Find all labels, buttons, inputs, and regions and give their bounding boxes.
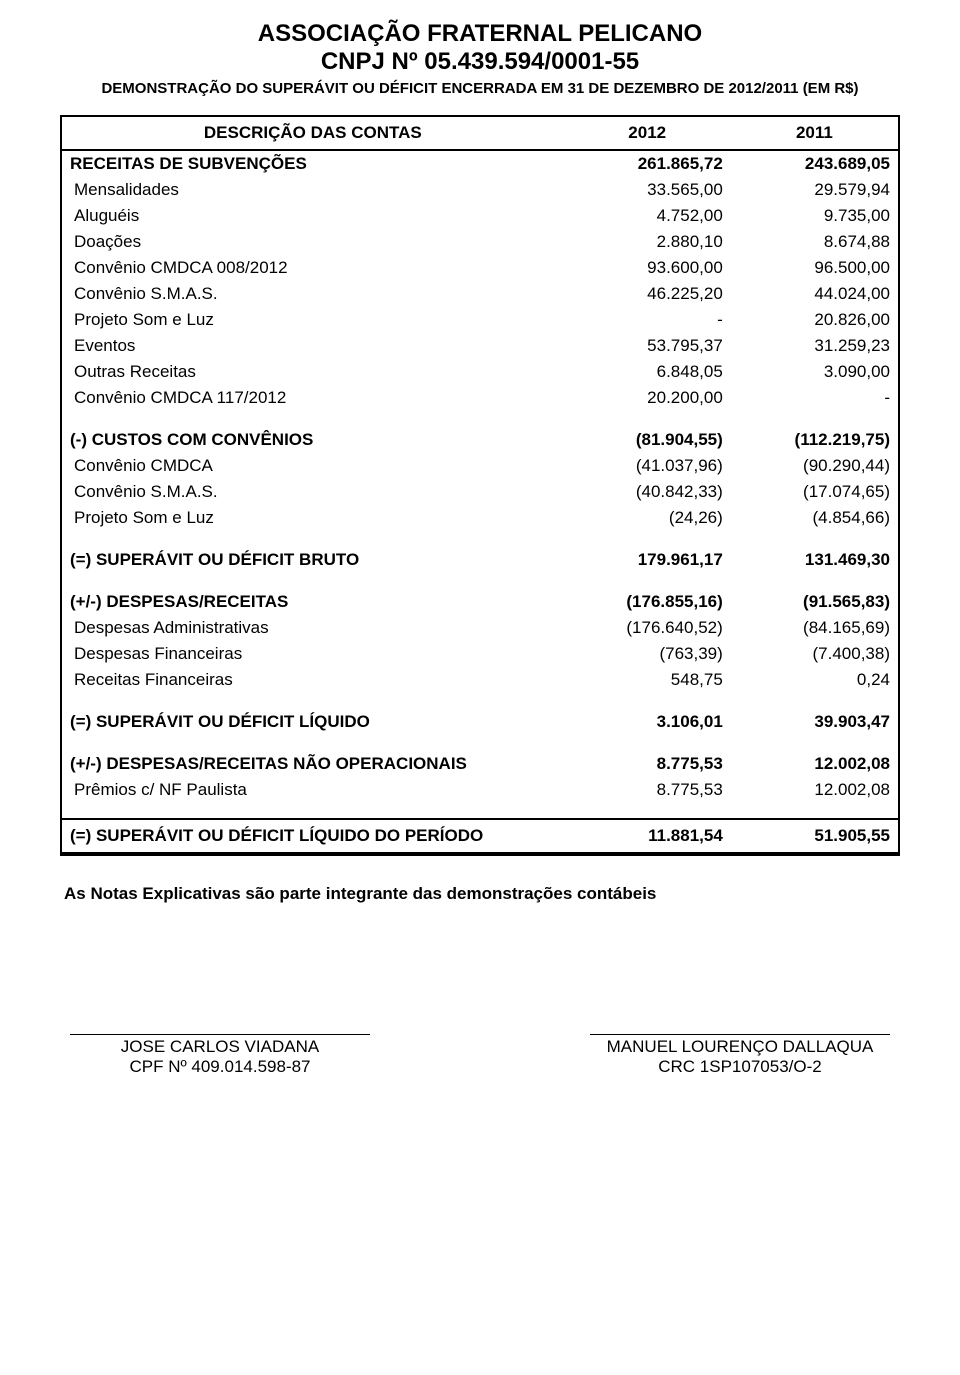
desprec-header: (+/-) DESPESAS/RECEITAS (176.855,16) (91… [62, 589, 898, 615]
signer-id: CRC 1SP107053/O-2 [590, 1057, 890, 1077]
signer-name: JOSE CARLOS VIADANA [70, 1037, 370, 1057]
table-row: Despesas Administrativas(176.640,52)(84.… [62, 615, 898, 641]
signature-line [70, 1034, 370, 1035]
financial-table: DESCRIÇÃO DAS CONTAS 2012 2011 RECEITAS … [60, 115, 900, 856]
signature-line [590, 1034, 890, 1035]
signer-name: MANUEL LOURENÇO DALLAQUA [590, 1037, 890, 1057]
table-header-row: DESCRIÇÃO DAS CONTAS 2012 2011 [62, 117, 898, 150]
table-row: Convênio CMDCA 117/201220.200,00- [62, 385, 898, 411]
table-row: Aluguéis4.752,009.735,00 [62, 203, 898, 229]
table-row: Convênio S.M.A.S.(40.842,33)(17.074,65) [62, 479, 898, 505]
cnpj-number: CNPJ Nº 05.439.594/0001-55 [60, 48, 900, 76]
signatures: JOSE CARLOS VIADANA CPF Nº 409.014.598-8… [60, 1034, 900, 1087]
table-row: Doações2.880,108.674,88 [62, 229, 898, 255]
table-row: Projeto Som e Luz(24,26)(4.854,66) [62, 505, 898, 531]
final-row: (=) SUPERÁVIT OU DÉFICIT LÍQUIDO DO PERÍ… [62, 819, 898, 853]
custos-header: (-) CUSTOS COM CONVÊNIOS (81.904,55) (11… [62, 427, 898, 453]
bruto-row: (=) SUPERÁVIT OU DÉFICIT BRUTO 179.961,1… [62, 547, 898, 573]
liquido-row: (=) SUPERÁVIT OU DÉFICIT LÍQUIDO 3.106,0… [62, 709, 898, 735]
signer-id: CPF Nº 409.014.598-87 [70, 1057, 370, 1077]
table-row: Eventos53.795,3731.259,23 [62, 333, 898, 359]
signature-right: MANUEL LOURENÇO DALLAQUA CRC 1SP107053/O… [590, 1034, 890, 1077]
header-year-2: 2011 [731, 117, 898, 150]
org-name: ASSOCIAÇÃO FRATERNAL PELICANO [60, 20, 900, 48]
document-header: ASSOCIAÇÃO FRATERNAL PELICANO CNPJ Nº 05… [60, 20, 900, 97]
table-row: Projeto Som e Luz-20.826,00 [62, 307, 898, 333]
table-row: Outras Receitas6.848,053.090,00 [62, 359, 898, 385]
table-row: Prêmios c/ NF Paulista8.775,5312.002,08 [62, 777, 898, 803]
signature-left: JOSE CARLOS VIADANA CPF Nº 409.014.598-8… [70, 1034, 370, 1077]
table-row: Convênio CMDCA(41.037,96)(90.290,44) [62, 453, 898, 479]
header-desc: DESCRIÇÃO DAS CONTAS [62, 117, 564, 150]
document-subtitle: DEMONSTRAÇÃO DO SUPERÁVIT OU DÉFICIT ENC… [60, 80, 900, 97]
footnote: As Notas Explicativas são parte integran… [60, 884, 900, 904]
table-row: Convênio S.M.A.S.46.225,2044.024,00 [62, 281, 898, 307]
table-row: Despesas Financeiras(763,39)(7.400,38) [62, 641, 898, 667]
table-row: Receitas Financeiras548,750,24 [62, 667, 898, 693]
table-row: Convênio CMDCA 008/201293.600,0096.500,0… [62, 255, 898, 281]
table-row: Mensalidades33.565,0029.579,94 [62, 177, 898, 203]
header-year-1: 2012 [564, 117, 731, 150]
naooper-header: (+/-) DESPESAS/RECEITAS NÃO OPERACIONAIS… [62, 751, 898, 777]
receitas-header: RECEITAS DE SUBVENÇÕES 261.865,72 243.68… [62, 151, 898, 177]
